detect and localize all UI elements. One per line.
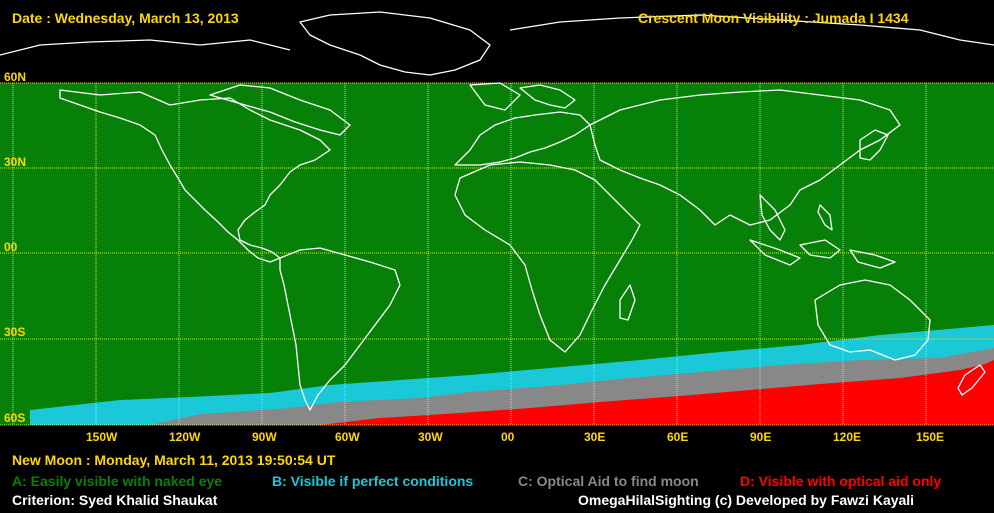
map-grid	[0, 82, 994, 426]
lat-label-30n: 30N	[4, 155, 27, 169]
lon-label-150w: 150W	[86, 430, 118, 444]
legend-b: B: Visible if perfect conditions	[272, 473, 474, 489]
lon-label-90w: 90W	[252, 430, 277, 444]
lon-label-60e: 60E	[667, 430, 689, 444]
legend-a: A: Easily visible with naked eye	[12, 473, 223, 489]
lat-label-30s: 30S	[4, 325, 26, 339]
lat-label-60s: 60S	[4, 411, 26, 425]
legend-c: C: Optical Aid to find moon	[518, 473, 699, 489]
credit-label: OmegaHilalSighting (c) Developed by Fawz…	[578, 492, 915, 508]
lon-label-150e: 150E	[916, 430, 945, 444]
lat-label-60n: 60N	[4, 70, 27, 84]
lon-label-30e: 30E	[584, 430, 606, 444]
new-moon-label: New Moon : Monday, March 11, 2013 19:50:…	[12, 452, 336, 468]
lon-label-90e: 90E	[750, 430, 772, 444]
map-title: Crescent Moon Visibility : Jumada I 1434	[638, 10, 909, 26]
zone-d-band	[320, 360, 994, 425]
lon-label-120w: 120W	[169, 430, 201, 444]
lat-label-00: 00	[4, 240, 18, 254]
lon-label-00: 00	[501, 430, 515, 444]
date-label: Date : Wednesday, March 13, 2013	[12, 10, 239, 26]
lon-label-60w: 60W	[335, 430, 360, 444]
lon-label-30w: 30W	[418, 430, 443, 444]
lon-label-120e: 120E	[833, 430, 862, 444]
criterion-label: Criterion: Syed Khalid Shaukat	[12, 492, 218, 508]
coastlines	[0, 11, 994, 411]
legend-d: D: Visible with optical aid only	[740, 473, 942, 489]
